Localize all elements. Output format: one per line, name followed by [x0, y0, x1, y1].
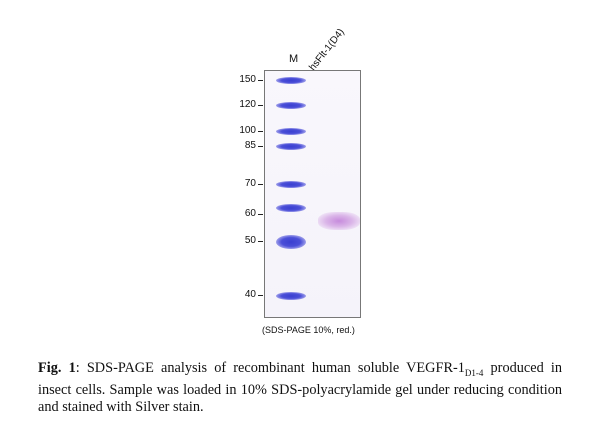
caption-text-2: produced in insect cells. Sample was loa…	[38, 360, 562, 415]
caption-text-1: : SDS-PAGE analysis of recombinant human…	[75, 360, 465, 376]
mw-tick	[258, 80, 263, 81]
mw-tick	[258, 105, 263, 106]
gel-figure: M hsFlt-1(D4) 150 120 100 85 70 60 50 40…	[239, 26, 361, 335]
gel-image	[264, 70, 361, 318]
mw-label-60: 60	[244, 208, 256, 219]
mw-label-150: 150	[239, 74, 256, 85]
mw-label-40: 40	[244, 289, 256, 300]
mw-tick	[258, 184, 263, 185]
marker-lane-label: M	[289, 53, 299, 65]
mw-tick	[258, 214, 263, 215]
mw-tick	[258, 295, 263, 296]
sample-band	[318, 212, 360, 230]
ladder-band-150	[276, 77, 306, 84]
mw-label-85: 85	[244, 140, 256, 151]
caption-subscript: D1-4	[464, 367, 484, 378]
ladder-band-120	[276, 102, 306, 109]
gel-condition-note: (SDS-PAGE 10%, red.)	[262, 325, 355, 335]
mw-label-120: 120	[239, 99, 256, 110]
mw-tick	[258, 131, 263, 132]
mw-label-70: 70	[244, 178, 256, 189]
ladder-band-70	[276, 181, 306, 188]
sample-lane-label: hsFlt-1(D4)	[307, 26, 347, 73]
ladder-band-40	[276, 292, 306, 300]
ladder-band-100	[276, 128, 306, 135]
mw-label-50: 50	[244, 235, 256, 246]
ladder-band-50	[276, 235, 306, 249]
ladder-band-60	[276, 204, 306, 212]
mw-tick	[258, 241, 263, 242]
mw-label-100: 100	[239, 125, 256, 136]
ladder-band-85	[276, 143, 306, 150]
mw-tick	[258, 146, 263, 147]
figure-label: Fig. 1	[38, 360, 76, 376]
figure-caption: Fig. 1: SDS-PAGE analysis of recombinant…	[38, 360, 562, 416]
